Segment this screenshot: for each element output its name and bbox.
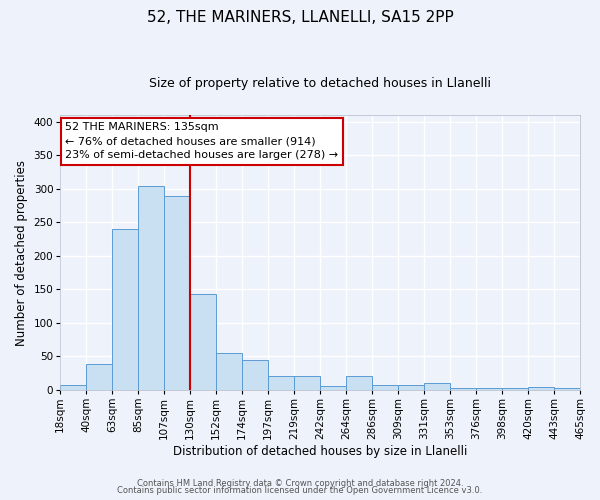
Bar <box>346 376 372 390</box>
Bar <box>554 388 580 390</box>
Bar <box>450 388 476 390</box>
Text: Contains HM Land Registry data © Crown copyright and database right 2024.: Contains HM Land Registry data © Crown c… <box>137 478 463 488</box>
Bar <box>112 229 138 390</box>
Bar <box>242 360 268 390</box>
Bar <box>528 386 554 390</box>
Bar <box>372 384 398 390</box>
Text: 52 THE MARINERS: 135sqm
← 76% of detached houses are smaller (914)
23% of semi-d: 52 THE MARINERS: 135sqm ← 76% of detache… <box>65 122 338 160</box>
Bar <box>60 384 86 390</box>
Bar <box>190 294 216 390</box>
Text: 52, THE MARINERS, LLANELLI, SA15 2PP: 52, THE MARINERS, LLANELLI, SA15 2PP <box>146 10 454 25</box>
X-axis label: Distribution of detached houses by size in Llanelli: Distribution of detached houses by size … <box>173 444 467 458</box>
Bar <box>502 388 528 390</box>
Title: Size of property relative to detached houses in Llanelli: Size of property relative to detached ho… <box>149 78 491 90</box>
Bar <box>476 388 502 390</box>
Y-axis label: Number of detached properties: Number of detached properties <box>15 160 28 346</box>
Bar <box>138 186 164 390</box>
Bar <box>86 364 112 390</box>
Bar <box>216 353 242 390</box>
Bar <box>320 386 346 390</box>
Text: Contains public sector information licensed under the Open Government Licence v3: Contains public sector information licen… <box>118 486 482 495</box>
Bar <box>268 376 294 390</box>
Bar <box>424 383 450 390</box>
Bar <box>398 384 424 390</box>
Bar <box>164 196 190 390</box>
Bar <box>294 376 320 390</box>
